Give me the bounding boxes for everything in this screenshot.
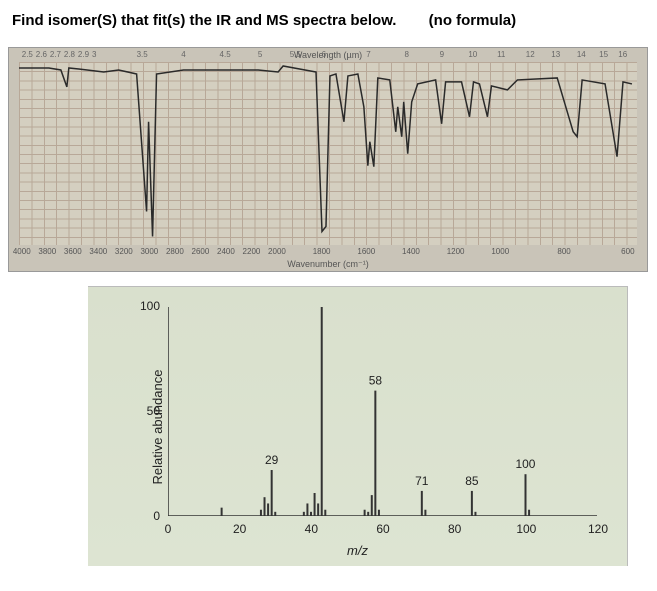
svg-text:58: 58 — [369, 374, 383, 388]
ms-xtick: 20 — [225, 522, 255, 536]
ir-bottom-tick: 3400 — [89, 247, 107, 256]
ir-top-tick: 5.5 — [290, 50, 301, 59]
ms-svg: 2943587185100 — [168, 307, 597, 516]
svg-text:71: 71 — [415, 474, 429, 488]
ir-top-tick: 3.5 — [137, 50, 148, 59]
ir-bottom-ticks: 4000 3800 3600 3400 3200 3000 2800 2600 2400 2200… — [9, 247, 647, 259]
ir-top-tick: 13 — [551, 50, 560, 59]
ir-top-tick: 2.7 — [50, 50, 61, 59]
ir-bottom-tick: 1200 — [447, 247, 465, 256]
ir-top-tick: 15 — [599, 50, 608, 59]
question-note: (no formula) — [429, 12, 517, 29]
ir-bottom-tick: 1600 — [357, 247, 375, 256]
ir-bottom-tick: 800 — [557, 247, 570, 256]
ir-bottom-tick: 2600 — [191, 247, 209, 256]
ir-curve — [19, 62, 637, 246]
ir-top-tick: 2.6 — [36, 50, 47, 59]
ir-top-tick: 4 — [181, 50, 185, 59]
ir-top-tick: 3 — [92, 50, 96, 59]
ir-bottom-tick: 3000 — [140, 247, 158, 256]
ir-top-tick: 2.8 — [64, 50, 75, 59]
ir-bottom-tick: 1800 — [313, 247, 331, 256]
ir-top-tick: 2.5 — [22, 50, 33, 59]
question-main: Find isomer(S) that fit(s) the IR and MS… — [12, 12, 396, 29]
ir-top-tick: 4.5 — [220, 50, 231, 59]
svg-text:29: 29 — [265, 453, 279, 467]
question-text: Find isomer(S) that fit(s) the IR and MS… — [8, 12, 649, 29]
ir-bottom-tick: 4000 — [13, 247, 31, 256]
ir-top-tick: 8 — [405, 50, 409, 59]
ir-top-tick: 16 — [618, 50, 627, 59]
ir-wavenumber-label: Wavenumber (cm⁻¹) — [287, 259, 368, 270]
ms-xtick: 0 — [153, 522, 183, 536]
ms-xtick: 80 — [440, 522, 470, 536]
svg-text:100: 100 — [516, 457, 536, 471]
ms-ylabel: Relative abundance — [150, 369, 165, 484]
ir-spectrum: Wavelength (µm) 2.52.62.72.82.933.544.55… — [8, 47, 648, 272]
ir-top-ticks: 2.52.62.72.82.93 3.5 4 4.5 5 5.5 6 7 8 9 10 11 12 13 1… — [9, 50, 647, 62]
svg-text:85: 85 — [465, 474, 479, 488]
ms-ytick: 50 — [130, 404, 160, 418]
ms-xtick: 100 — [511, 522, 541, 536]
ms-xtick: 60 — [368, 522, 398, 536]
ir-top-tick: 6 — [322, 50, 326, 59]
ir-bottom-tick: 2400 — [217, 247, 235, 256]
ir-bottom-tick: 600 — [621, 247, 634, 256]
ms-xtick: 40 — [296, 522, 326, 536]
ir-bottom-tick: 2200 — [243, 247, 261, 256]
ir-bottom-tick: 1400 — [402, 247, 420, 256]
ms-plot-area: 2943587185100 — [168, 307, 597, 516]
ir-top-tick: 7 — [366, 50, 370, 59]
ms-xtick: 120 — [583, 522, 613, 536]
ir-top-tick: 10 — [468, 50, 477, 59]
ir-bottom-tick: 2800 — [166, 247, 184, 256]
ir-bottom-tick: 3200 — [115, 247, 133, 256]
ir-bottom-tick: 1000 — [491, 247, 509, 256]
ir-top-tick: 12 — [526, 50, 535, 59]
mass-spectrum: Relative abundance 2943587185100 050100 … — [88, 286, 628, 566]
ir-top-tick: 9 — [440, 50, 444, 59]
ir-top-tick: 14 — [577, 50, 586, 59]
ir-top-tick: 11 — [497, 50, 505, 59]
ir-bottom-tick: 2000 — [268, 247, 286, 256]
ms-ytick: 100 — [130, 299, 160, 313]
ir-bottom-tick: 3800 — [38, 247, 56, 256]
ms-ytick: 0 — [130, 509, 160, 523]
ir-top-tick: 5 — [258, 50, 262, 59]
ir-bottom-tick: 3600 — [64, 247, 82, 256]
ms-xlabel: m/z — [347, 543, 368, 558]
ir-top-tick: 2.9 — [78, 50, 89, 59]
